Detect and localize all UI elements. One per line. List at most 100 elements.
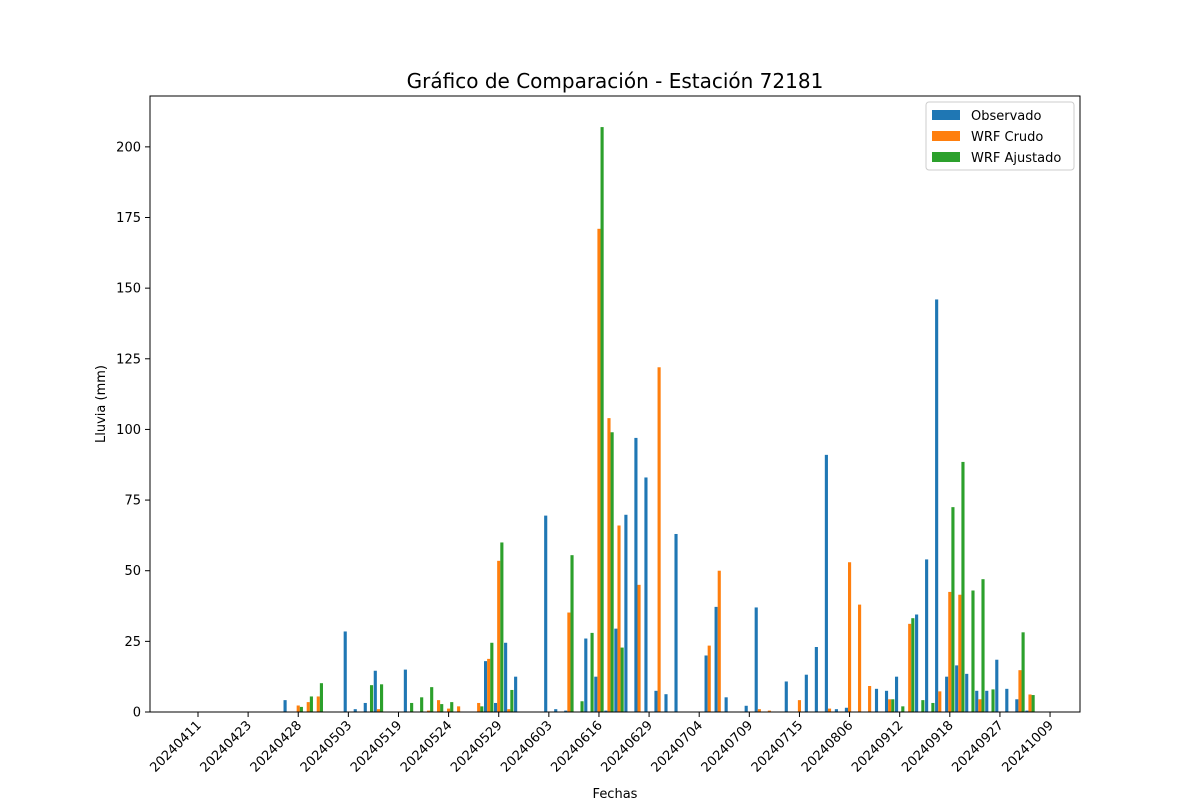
- bar-observado: [624, 514, 628, 712]
- bar-wrf-ajustado: [1021, 632, 1025, 712]
- bar-wrf-ajustado: [450, 702, 454, 712]
- bar-wrf-crudo: [948, 591, 952, 712]
- y-tick-label: 175: [116, 211, 141, 226]
- bar-wrf-crudo: [797, 700, 802, 712]
- bar-wrf-crudo: [958, 594, 962, 712]
- bar-wrf-crudo: [507, 709, 511, 712]
- bar-wrf-ajustado: [430, 687, 434, 712]
- bar-observado: [494, 702, 498, 712]
- y-tick-label: 50: [124, 564, 141, 579]
- legend-box: [925, 101, 1075, 171]
- bar-wrf-ajustado: [901, 706, 905, 712]
- x-tick-label: 20240411: [147, 718, 204, 775]
- bar-observado: [634, 437, 638, 712]
- x-tick-label: 20240806: [799, 718, 856, 775]
- bar-wrf-ajustado: [981, 579, 985, 712]
- bar-observado: [915, 614, 919, 712]
- bar-observado: [935, 299, 939, 712]
- bar-observado: [674, 533, 678, 712]
- bar-wrf-ajustado: [620, 647, 624, 712]
- bar-wrf-ajustado: [380, 684, 384, 712]
- bar-wrf-crudo: [868, 686, 872, 712]
- bar-wrf-ajustado: [510, 689, 514, 712]
- bar-observado: [664, 694, 668, 712]
- bar-observado: [874, 688, 879, 712]
- bar-wrf-ajustado: [590, 632, 594, 712]
- x-tick-label: 20240529: [448, 718, 505, 775]
- legend-label: Observado: [971, 109, 1042, 124]
- x-tick-label: 20240423: [198, 718, 255, 775]
- bar-wrf-ajustado: [299, 706, 303, 712]
- bar-wrf-ajustado: [410, 702, 414, 712]
- bar-wrf-crudo: [657, 367, 661, 712]
- bar-observado: [1015, 699, 1019, 712]
- legend-label: WRF Crudo: [971, 130, 1043, 145]
- plot-frame: [149, 95, 1081, 713]
- bar-observado: [784, 681, 788, 712]
- legend: Observado WRF Crudo WRF Ajustado: [925, 101, 1075, 171]
- bar-wrf-ajustado: [951, 507, 955, 712]
- bar-wrf-crudo: [908, 623, 912, 712]
- bar-observado: [564, 710, 568, 712]
- chart-title: Gráfico de Comparación - Estación 72181: [407, 69, 824, 93]
- bar-wrf-crudo: [827, 708, 832, 712]
- bar-observado: [884, 690, 889, 712]
- bar-wrf-crudo: [487, 658, 491, 712]
- bar-observado: [824, 454, 828, 712]
- legend-swatch: [932, 110, 960, 120]
- bar-wrf-crudo: [607, 418, 611, 712]
- bar-observado: [283, 700, 287, 712]
- y-tick-label: 150: [116, 282, 141, 297]
- x-tick-label: 20240503: [298, 718, 355, 775]
- bar-wrf-ajustado: [610, 432, 614, 712]
- legend-label: WRF Ajustado: [971, 151, 1061, 166]
- bar-wrf-ajustado: [931, 702, 935, 712]
- bar-wrf-ajustado: [369, 685, 374, 712]
- bar-observado: [654, 690, 658, 712]
- bar-wrf-crudo: [497, 560, 501, 712]
- bar-observado: [894, 676, 899, 712]
- y-axis-label: Lluvia (mm): [94, 365, 109, 443]
- bar-wrf-ajustado: [319, 683, 323, 712]
- bar-wrf-ajustado: [991, 689, 995, 712]
- bar-wrf-crudo: [938, 691, 942, 712]
- bar-observado: [714, 606, 718, 712]
- y-tick-label: 25: [124, 635, 141, 650]
- bar-observado: [403, 669, 407, 712]
- bar-observado: [504, 642, 508, 712]
- bar-observado: [834, 709, 838, 712]
- bar-wrf-crudo: [437, 700, 441, 712]
- x-tick-label: 20240704: [649, 718, 706, 775]
- y-tick-label: 75: [124, 494, 141, 509]
- bar-wrf-ajustado: [480, 706, 484, 712]
- bar-observado: [343, 631, 347, 712]
- bar-wrf-crudo: [767, 710, 771, 712]
- bar-observado: [514, 676, 518, 712]
- bar-wrf-crudo: [978, 699, 982, 712]
- bar-wrf-ajustado: [600, 127, 604, 712]
- bar-observado: [985, 690, 989, 712]
- bar-wrf-ajustado: [891, 699, 895, 712]
- bar-wrf-ajustado: [570, 555, 574, 712]
- bar-observado: [814, 647, 818, 712]
- y-tick-label: 200: [116, 140, 141, 155]
- bar-observado: [955, 665, 959, 712]
- bar-wrf-crudo: [447, 708, 451, 712]
- y-tick-label: 0: [133, 706, 141, 721]
- y-tick-label: 100: [116, 423, 141, 438]
- bar-wrf-crudo: [757, 709, 761, 712]
- bar-wrf-ajustado: [500, 542, 504, 712]
- bar-wrf-ajustado: [420, 697, 424, 712]
- bar-observado: [584, 638, 588, 712]
- x-axis-label: Fechas: [593, 787, 638, 800]
- y-tick-label: 125: [116, 352, 141, 367]
- bar-observado: [614, 628, 618, 712]
- bar-wrf-crudo: [567, 612, 571, 712]
- bar-observado: [975, 690, 979, 712]
- bar-wrf-ajustado: [490, 642, 494, 712]
- x-tick-label: 20240629: [599, 718, 656, 775]
- bar-observado: [1005, 688, 1009, 712]
- legend-swatch: [932, 131, 960, 141]
- x-tick-label: 20240603: [498, 718, 555, 775]
- bar-observado: [544, 515, 548, 712]
